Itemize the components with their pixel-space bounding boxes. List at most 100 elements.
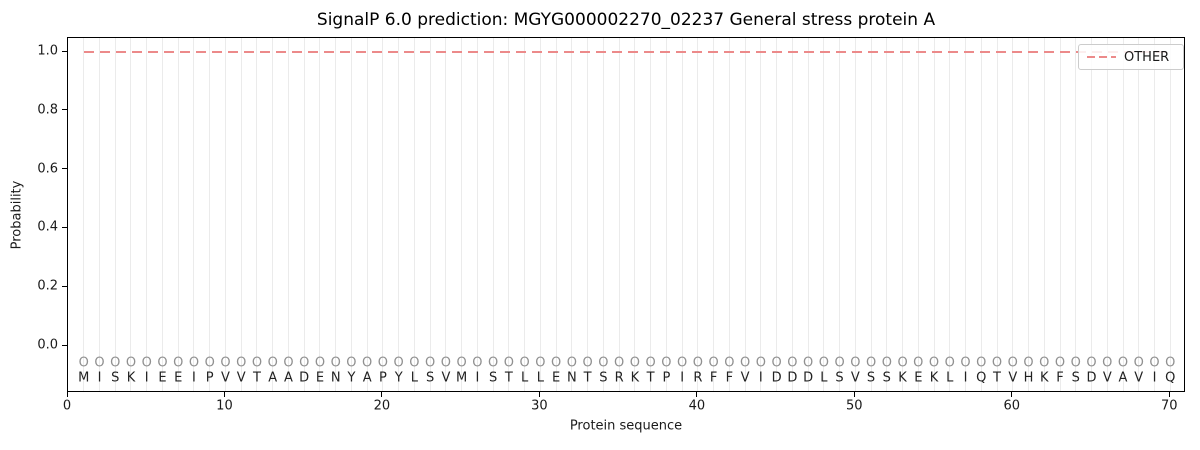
other-series-line bbox=[83, 51, 1171, 53]
y-tick bbox=[62, 109, 67, 111]
position-marker: O bbox=[94, 355, 105, 371]
x-tick bbox=[66, 392, 68, 397]
sequence-letter: I bbox=[192, 370, 196, 386]
sequence-letter: K bbox=[1040, 370, 1049, 386]
sequence-letter: T bbox=[646, 370, 655, 386]
sequence-letter: E bbox=[552, 370, 561, 386]
sequence-letter: V bbox=[740, 370, 750, 386]
gridline bbox=[949, 38, 951, 391]
gridline bbox=[917, 38, 919, 391]
gridline bbox=[760, 38, 762, 391]
gridline bbox=[492, 38, 494, 391]
position-marker: O bbox=[1039, 355, 1050, 371]
gridline bbox=[650, 38, 652, 391]
y-tick-label: 0.0 bbox=[37, 337, 58, 353]
gridline bbox=[744, 38, 746, 391]
sequence-letter: A bbox=[362, 370, 372, 386]
gridline bbox=[1169, 38, 1171, 391]
position-marker: O bbox=[503, 355, 515, 371]
y-tick bbox=[62, 226, 67, 228]
position-marker: O bbox=[1165, 355, 1176, 371]
position-marker: O bbox=[283, 355, 294, 371]
position-marker: O bbox=[755, 355, 766, 371]
sequence-letter: K bbox=[630, 370, 640, 386]
sequence-letter: V bbox=[441, 370, 451, 386]
position-marker: O bbox=[692, 355, 703, 371]
position-marker: O bbox=[739, 355, 751, 371]
position-marker: O bbox=[708, 355, 719, 371]
position-marker: O bbox=[724, 355, 735, 371]
legend-dashed-line-sample bbox=[1087, 56, 1116, 58]
sequence-letter: K bbox=[126, 370, 136, 386]
sequence-letter: Q bbox=[976, 370, 987, 386]
x-tick-label: 0 bbox=[62, 398, 72, 414]
position-marker: O bbox=[157, 355, 168, 371]
position-marker: O bbox=[488, 355, 499, 371]
position-marker: O bbox=[897, 355, 908, 371]
sequence-letter: F bbox=[709, 370, 718, 386]
sequence-letter: P bbox=[379, 370, 387, 386]
x-tick bbox=[1011, 392, 1013, 397]
gridline bbox=[1154, 38, 1155, 391]
sequence-letter: I bbox=[475, 370, 480, 386]
gridline bbox=[1106, 38, 1108, 391]
sequence-letter: S bbox=[882, 370, 891, 386]
sequence-letter: D bbox=[771, 370, 782, 386]
gridline bbox=[445, 38, 447, 391]
sequence-letter: S bbox=[599, 370, 608, 386]
gridline bbox=[539, 38, 541, 391]
position-marker: O bbox=[1086, 355, 1097, 371]
sequence-letter: T bbox=[252, 370, 261, 386]
sequence-letter: T bbox=[993, 370, 1002, 386]
sequence-letter: R bbox=[693, 370, 703, 386]
gridline bbox=[980, 38, 982, 391]
y-tick-label: 0.4 bbox=[37, 219, 58, 235]
position-marker: O bbox=[1133, 355, 1144, 371]
gridline bbox=[177, 38, 179, 391]
position-marker: O bbox=[1054, 355, 1066, 371]
sequence-letter: L bbox=[536, 370, 545, 386]
position-marker: O bbox=[850, 355, 861, 371]
position-marker: O bbox=[645, 355, 656, 371]
position-marker: O bbox=[220, 355, 231, 371]
sequence-letter: P bbox=[662, 370, 671, 386]
position-marker: O bbox=[676, 355, 688, 371]
x-tick bbox=[381, 392, 383, 397]
sequence-letter: L bbox=[410, 370, 419, 386]
gridline bbox=[571, 38, 573, 391]
sequence-letter: V bbox=[236, 370, 246, 386]
position-marker: O bbox=[362, 355, 373, 371]
gridline bbox=[319, 38, 321, 391]
sequence-letter: Q bbox=[1165, 370, 1176, 386]
gridline bbox=[272, 38, 274, 391]
gridline bbox=[146, 38, 148, 391]
sequence-letter: I bbox=[963, 370, 968, 386]
chart-title: SignalP 6.0 prediction: MGYG000002270_02… bbox=[316, 10, 936, 30]
position-marker: O bbox=[944, 355, 955, 371]
gridline bbox=[287, 38, 289, 391]
x-tick-label: 20 bbox=[373, 398, 391, 414]
position-marker: O bbox=[771, 355, 782, 371]
position-marker: O bbox=[566, 355, 577, 371]
sequence-letter: F bbox=[1056, 370, 1064, 386]
sequence-letter: I bbox=[144, 370, 149, 386]
y-axis-label: Probability bbox=[9, 180, 25, 250]
gridline bbox=[870, 38, 872, 391]
sequence-letter: K bbox=[898, 370, 907, 386]
gridline bbox=[1043, 38, 1045, 391]
position-marker: O bbox=[1102, 355, 1113, 371]
position-marker: O bbox=[188, 355, 200, 371]
gridline bbox=[854, 38, 856, 391]
sequence-letter: D bbox=[803, 370, 814, 386]
x-tick-label: 30 bbox=[531, 398, 548, 414]
sequence-letter: A bbox=[268, 370, 278, 386]
sequence-letter: N bbox=[330, 370, 341, 386]
sequence-letter: D bbox=[787, 370, 798, 386]
position-marker: O bbox=[110, 355, 121, 371]
position-marker: O bbox=[125, 355, 137, 371]
position-marker: O bbox=[173, 355, 184, 371]
gridline bbox=[429, 38, 431, 391]
sequence-letter: Y bbox=[394, 370, 403, 386]
gridline bbox=[634, 38, 636, 391]
